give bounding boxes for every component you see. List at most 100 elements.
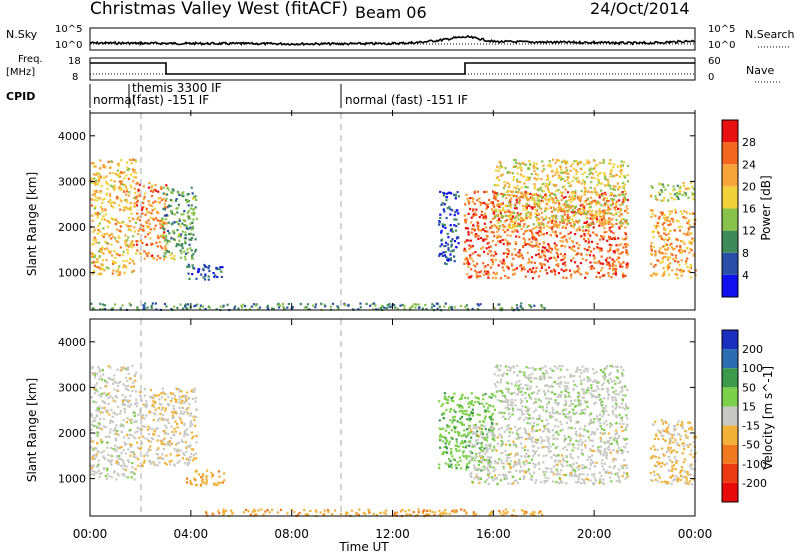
data-cell (189, 479, 192, 483)
data-cell (404, 510, 407, 513)
data-cell (598, 481, 601, 485)
data-cell (474, 269, 477, 272)
data-cell (173, 427, 176, 430)
data-cell (162, 186, 165, 189)
data-cell (132, 176, 135, 179)
data-cell (438, 513, 441, 516)
data-cell (127, 194, 130, 197)
data-cell (494, 461, 497, 464)
data-cell (149, 389, 153, 392)
data-cell (543, 480, 546, 483)
data-cell (196, 303, 199, 306)
data-cell (523, 427, 526, 430)
data-cell (476, 426, 479, 429)
data-cell (200, 476, 203, 479)
data-cell (115, 396, 118, 399)
data-cell (626, 475, 629, 478)
data-cell (666, 199, 670, 202)
data-cell (654, 195, 657, 198)
data-cell (624, 198, 628, 201)
data-cell (669, 262, 672, 265)
data-cell (688, 270, 691, 274)
data-cell (574, 192, 577, 195)
data-cell (94, 376, 97, 379)
data-cell (139, 194, 142, 198)
data-cell (524, 185, 527, 188)
data-cell (324, 305, 327, 308)
data-cell (165, 426, 168, 429)
data-cell (553, 208, 556, 211)
data-cell (443, 223, 446, 227)
data-cell (577, 212, 580, 215)
data-cell (487, 444, 490, 447)
data-cell (571, 162, 574, 165)
data-cell (621, 168, 624, 171)
data-cell (510, 306, 514, 309)
data-cell (146, 454, 150, 457)
data-cell (123, 367, 126, 370)
data-cell (546, 260, 549, 263)
data-cell (459, 305, 462, 308)
data-cell (508, 443, 511, 446)
data-cell (596, 193, 599, 196)
data-cell (448, 512, 451, 515)
data-cell (519, 427, 522, 430)
data-cell (473, 190, 476, 193)
data-cell (496, 199, 500, 202)
data-cell (492, 197, 496, 200)
data-cell (506, 511, 509, 514)
data-cell (576, 176, 579, 179)
data-cell (105, 180, 108, 183)
data-cell (555, 481, 558, 484)
data-cell (682, 270, 685, 273)
data-cell (142, 304, 145, 307)
data-cell (124, 185, 127, 188)
data-cell (441, 223, 444, 226)
data-cell (664, 252, 667, 255)
data-cell (530, 241, 533, 244)
data-cell (443, 436, 446, 439)
data-cell (192, 390, 195, 393)
data-cell (113, 444, 117, 447)
data-cell (541, 211, 544, 214)
data-cell (589, 448, 592, 451)
data-cell (98, 222, 101, 225)
data-cell (163, 418, 166, 421)
data-cell (454, 194, 457, 197)
data-cell (686, 265, 689, 269)
data-cell (454, 448, 458, 451)
data-cell (139, 219, 142, 222)
data-cell (509, 471, 512, 474)
data-cell (142, 425, 145, 428)
data-cell (98, 378, 101, 381)
data-cell (166, 403, 169, 406)
data-cell (594, 233, 597, 236)
data-cell (146, 404, 149, 408)
data-cell (475, 274, 478, 277)
data-cell (511, 172, 514, 175)
data-cell (193, 419, 196, 422)
data-cell (661, 260, 664, 263)
data-cell (587, 162, 590, 165)
data-cell (172, 257, 175, 260)
data-cell (102, 456, 105, 459)
data-cell (115, 252, 118, 255)
data-cell (609, 159, 612, 162)
data-cell (583, 479, 586, 482)
data-cell (626, 265, 629, 268)
data-cell (538, 204, 541, 207)
data-cell (483, 447, 486, 450)
data-cell (612, 449, 615, 452)
data-cell (475, 213, 478, 217)
data-cell (374, 308, 378, 311)
data-cell (528, 461, 531, 464)
data-cell (494, 183, 497, 187)
data-cell (559, 165, 562, 168)
data-cell (453, 427, 456, 430)
data-cell (99, 411, 102, 414)
data-cell (533, 304, 536, 307)
data-cell (126, 368, 129, 372)
data-cell (515, 201, 519, 204)
data-cell (469, 207, 472, 211)
